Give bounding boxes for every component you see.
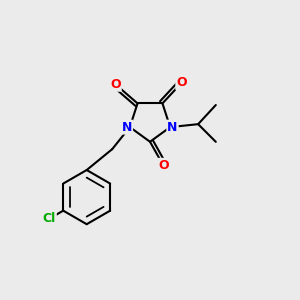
Text: O: O [110,78,121,91]
Text: N: N [167,121,178,134]
Text: O: O [176,76,187,89]
Text: Cl: Cl [43,212,56,225]
Text: N: N [122,121,132,134]
Text: O: O [158,159,169,172]
